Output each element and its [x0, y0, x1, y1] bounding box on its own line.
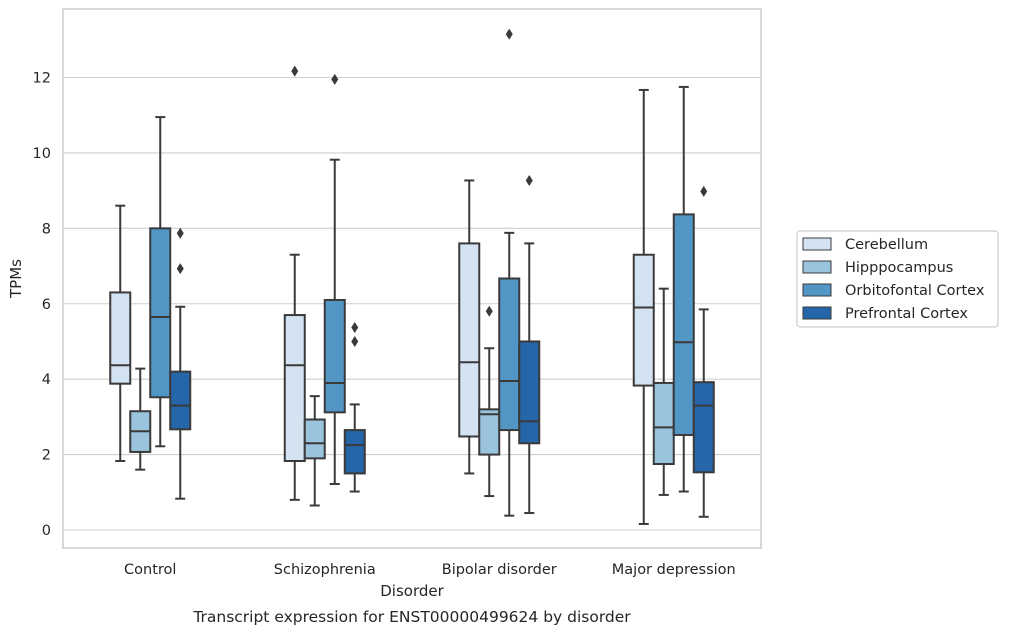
- outlier-point: [485, 305, 493, 317]
- iqr-box: [478, 408, 501, 456]
- box-prefrontal-cortex-control: [169, 227, 192, 500]
- legend-label: Prefrontal Cortex: [845, 306, 968, 322]
- outlier-point: [505, 28, 513, 40]
- iqr-box: [632, 253, 655, 387]
- chart-title: Transcript expression for ENST0000049962…: [192, 608, 631, 626]
- box-prefrontal-cortex-schizophrenia: [343, 322, 366, 493]
- legend-item-cerebellum: Cerebellum: [802, 237, 928, 253]
- box-orbitofontal-cortex-control: [149, 116, 172, 448]
- iqr-box: [458, 242, 481, 438]
- legend: Cerebellum Hipppocampus Orbitofontal Corte…: [796, 230, 999, 328]
- box-orbitofontal-cortex-major-depression: [672, 85, 695, 493]
- outlier-point: [525, 174, 533, 186]
- box-cerebellum-schizophrenia: [283, 65, 306, 501]
- box-hipppocampus-control: [129, 367, 152, 471]
- outlier-point: [351, 322, 359, 334]
- box-cerebellum-major-depression: [632, 88, 655, 525]
- legend-item-orbitofontal-cortex: Orbitofontal Cortex: [802, 283, 985, 299]
- box-cerebellum-bipolar-disorder: [458, 179, 481, 475]
- box-hipppocampus-major-depression: [652, 287, 675, 496]
- outlier-point: [176, 263, 184, 275]
- legend-item-prefrontal-cortex: Prefrontal Cortex: [802, 306, 968, 322]
- box-orbitofontal-cortex-schizophrenia: [323, 73, 346, 485]
- iqr-box: [343, 429, 366, 475]
- legend-swatch: [802, 260, 832, 274]
- y-tick-label-0: 0: [42, 523, 51, 539]
- x-tick-label-major-depression: Major depression: [612, 562, 736, 578]
- iqr-box: [169, 370, 192, 431]
- plot-area-frame: [62, 8, 762, 549]
- y-axis-label: TPMs: [7, 259, 25, 299]
- legend-swatch: [802, 306, 832, 320]
- iqr-box: [323, 298, 346, 414]
- legend-frame: [796, 230, 999, 328]
- outlier-point: [351, 335, 359, 347]
- box-prefrontal-cortex-bipolar-disorder: [518, 174, 541, 515]
- iqr-box: [498, 277, 521, 432]
- box-orbitofontal-cortex-bipolar-disorder: [498, 28, 521, 517]
- y-tick-label-10: 10: [33, 146, 51, 162]
- outlier-point: [291, 65, 299, 77]
- iqr-box: [283, 314, 306, 462]
- legend-item-hipppocampus: Hipppocampus: [802, 260, 953, 276]
- box-hipppocampus-schizophrenia: [303, 395, 326, 507]
- iqr-box: [303, 418, 326, 460]
- iqr-box: [149, 227, 172, 399]
- legend-label: Orbitofontal Cortex: [845, 283, 985, 299]
- x-axis-label: Disorder: [380, 582, 444, 600]
- x-tick-label-schizophrenia: Schizophrenia: [274, 562, 376, 578]
- outlier-point: [700, 185, 708, 197]
- iqr-box: [518, 340, 541, 445]
- y-tick-label-8: 8: [42, 221, 51, 237]
- legend-swatch: [802, 283, 832, 297]
- x-tick-label-bipolar-disorder: Bipolar disorder: [442, 562, 557, 578]
- iqr-box: [692, 381, 715, 474]
- iqr-box: [109, 291, 132, 385]
- legend-label: Hipppocampus: [845, 260, 953, 276]
- y-tick-label-12: 12: [33, 71, 51, 87]
- boxes: [109, 28, 715, 525]
- y-tick-label-4: 4: [42, 372, 51, 388]
- iqr-box: [652, 381, 675, 466]
- box-prefrontal-cortex-major-depression: [692, 185, 715, 518]
- box-cerebellum-control: [109, 204, 132, 462]
- y-tick-label-6: 6: [42, 297, 51, 313]
- legend-swatch: [802, 237, 832, 251]
- outlier-point: [176, 227, 184, 239]
- legend-label: Cerebellum: [845, 237, 928, 253]
- outlier-point: [331, 73, 339, 85]
- y-axis-ticks: 0 2 4 6 8 10 12: [33, 71, 51, 540]
- y-tick-label-2: 2: [42, 448, 51, 464]
- box-hipppocampus-bipolar-disorder: [478, 305, 501, 498]
- x-axis-ticks: Control Schizophrenia Bipolar disorder Majo…: [124, 562, 736, 578]
- iqr-box: [672, 213, 695, 436]
- x-tick-label-control: Control: [124, 562, 176, 578]
